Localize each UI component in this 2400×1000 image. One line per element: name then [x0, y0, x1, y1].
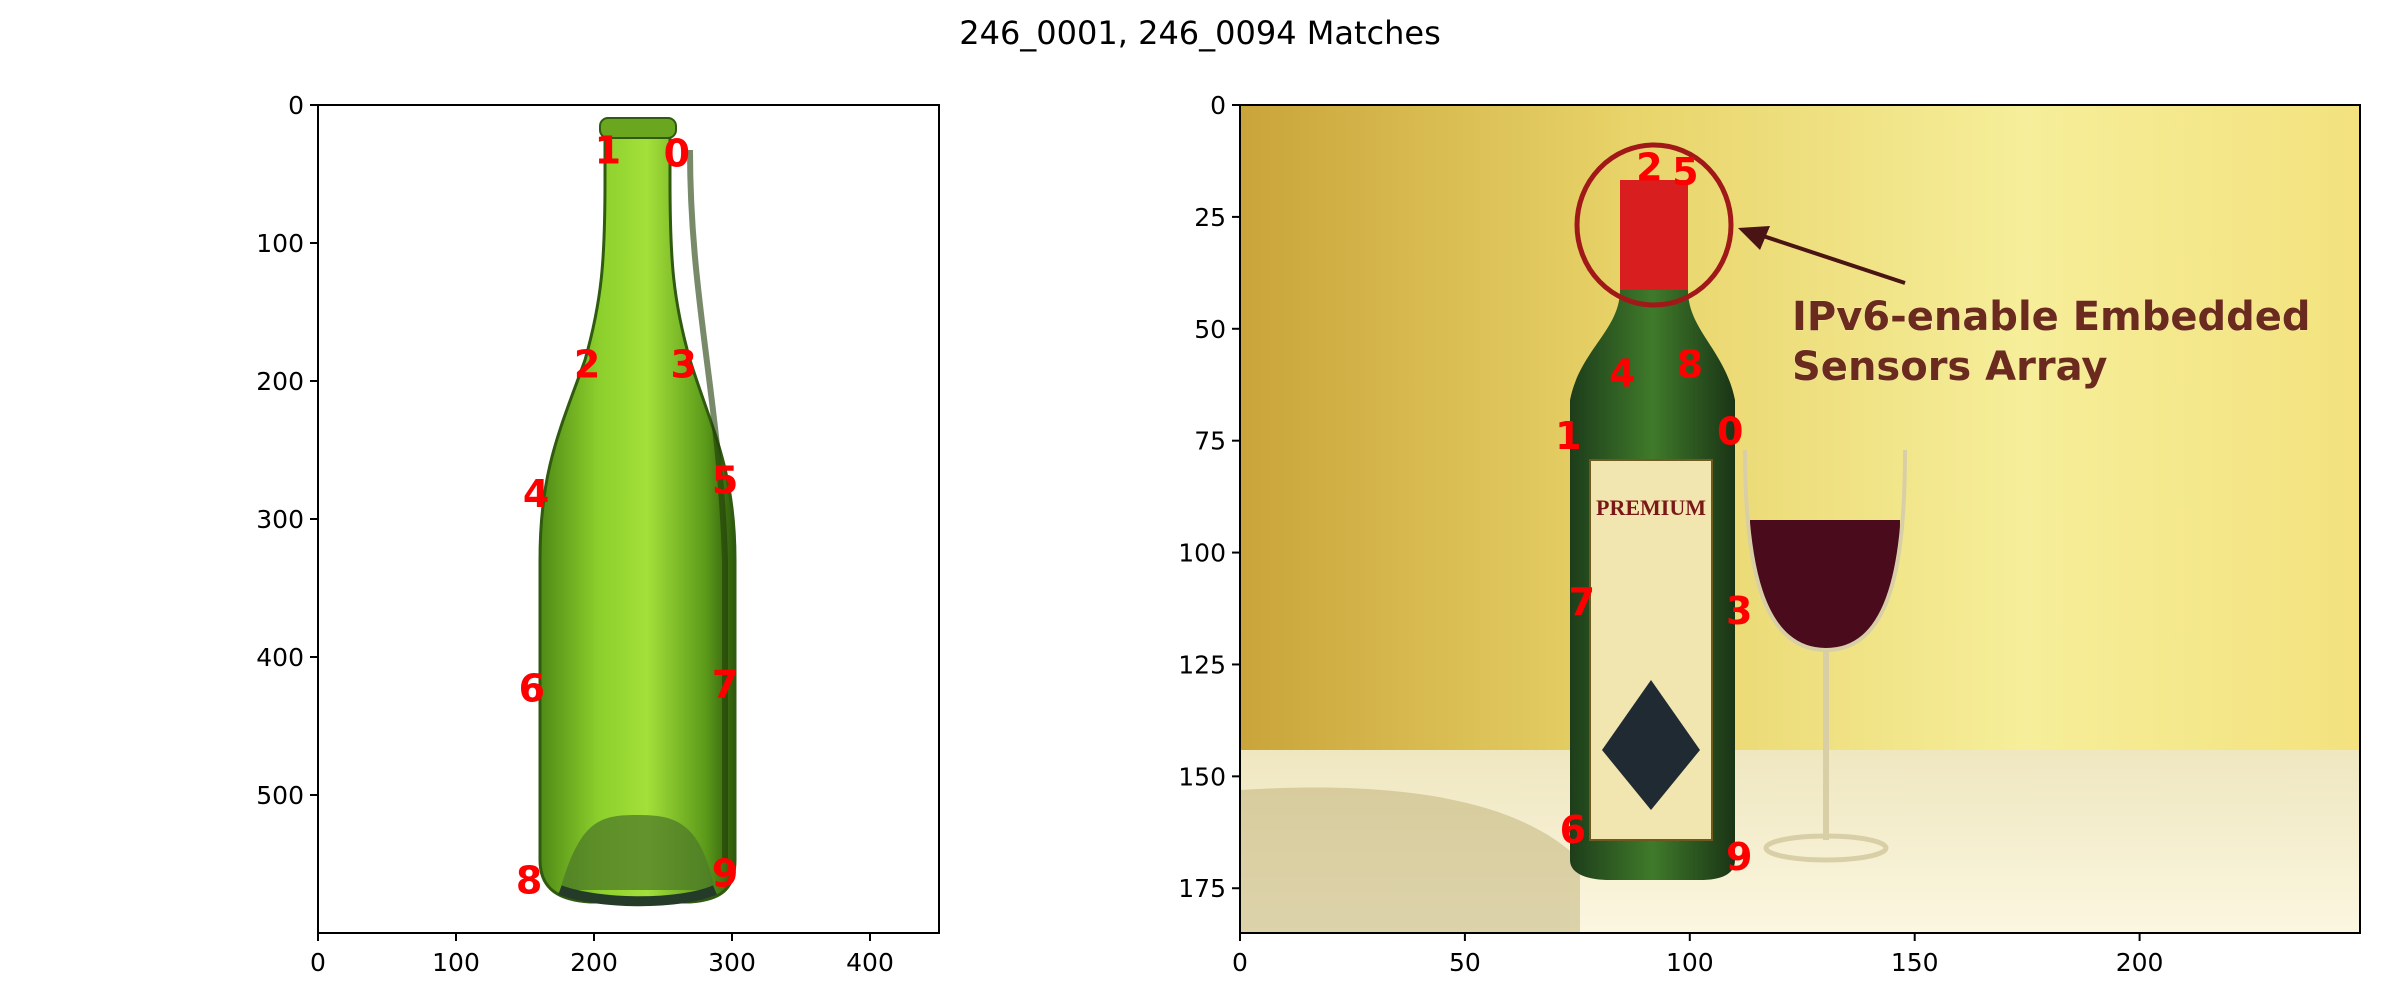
left-y-tick-label: 100: [256, 229, 304, 258]
left-keypoints: 01 2 3 4 5 6 7 8 9: [516, 129, 738, 903]
wine-bottle-photo: PREMIUM IPv6-enable Embedded Sensors Arr…: [1240, 105, 2360, 933]
right-y-tick-label: 100: [1178, 539, 1226, 568]
left-keypoint-5: 5: [712, 458, 738, 502]
left-axis-ticks: 0 100 200 300 400 0 100 200 300 400 500: [256, 91, 894, 977]
left-keypoint-7: 7: [712, 663, 738, 707]
figure-title: 246_0001, 246_0094 Matches: [959, 14, 1441, 52]
right-y-tick-label: 75: [1194, 427, 1226, 456]
left-x-tick-label: 300: [708, 948, 756, 977]
annotation-line-1: IPv6-enable Embedded: [1792, 294, 2311, 340]
left-x-tick-label: 200: [570, 948, 618, 977]
right-keypoint-6: 6: [1560, 808, 1586, 852]
left-keypoint-0: 0: [664, 131, 690, 175]
left-y-tick-label: 200: [256, 367, 304, 396]
right-x-tick-label: 100: [1666, 948, 1714, 977]
green-bottle-photo: [538, 117, 737, 907]
left-keypoint-1: 1: [595, 129, 621, 173]
right-x-tick-label: 150: [1891, 948, 1939, 977]
annotation-line-2: Sensors Array: [1792, 344, 2107, 390]
left-keypoint-3: 3: [670, 342, 696, 386]
right-y-tick-label: 125: [1178, 650, 1226, 679]
right-x-tick-label: 200: [2116, 948, 2164, 977]
right-axes-frame: [1239, 104, 2361, 934]
right-y-tick-label: 175: [1178, 874, 1226, 903]
right-x-tick-label: 50: [1449, 948, 1481, 977]
right-keypoint-4: 4: [1609, 352, 1635, 396]
right-keypoint-1: 1: [1555, 414, 1581, 458]
right-keypoint-7: 7: [1569, 580, 1595, 624]
left-x-tick-label: 100: [432, 948, 480, 977]
right-keypoint-2: 2: [1636, 146, 1662, 190]
right-keypoint-5: 5: [1672, 150, 1698, 194]
left-keypoint-6: 6: [519, 667, 545, 711]
right-keypoint-0: 0: [1717, 410, 1743, 454]
left-x-tick-label: 0: [310, 948, 326, 977]
right-keypoint-8: 8: [1677, 343, 1703, 387]
bottle-label-text: PREMIUM: [1596, 495, 1706, 520]
left-x-tick-label: 400: [846, 948, 894, 977]
right-keypoint-9: 9: [1726, 835, 1752, 879]
right-keypoint-3: 3: [1726, 589, 1752, 633]
left-keypoint-4: 4: [523, 472, 549, 516]
left-keypoint-9: 9: [712, 852, 738, 896]
right-y-tick-label: 150: [1178, 762, 1226, 791]
left-y-tick-label: 400: [256, 643, 304, 672]
right-keypoints: 0 1 2 3 4 5 6 7 8 9: [1555, 146, 1752, 879]
right-image-panel: PREMIUM IPv6-enable Embedded Sensors Arr…: [1178, 91, 2361, 977]
right-x-tick-label: 0: [1232, 948, 1248, 977]
left-keypoint-8: 8: [516, 859, 542, 903]
right-y-tick-label: 0: [1210, 91, 1226, 120]
right-y-tick-label: 50: [1194, 315, 1226, 344]
right-y-tick-label: 25: [1194, 203, 1226, 232]
left-y-tick-label: 0: [288, 91, 304, 120]
left-y-tick-label: 500: [256, 781, 304, 810]
left-keypoint-2: 2: [574, 342, 600, 386]
left-y-tick-label: 300: [256, 505, 304, 534]
